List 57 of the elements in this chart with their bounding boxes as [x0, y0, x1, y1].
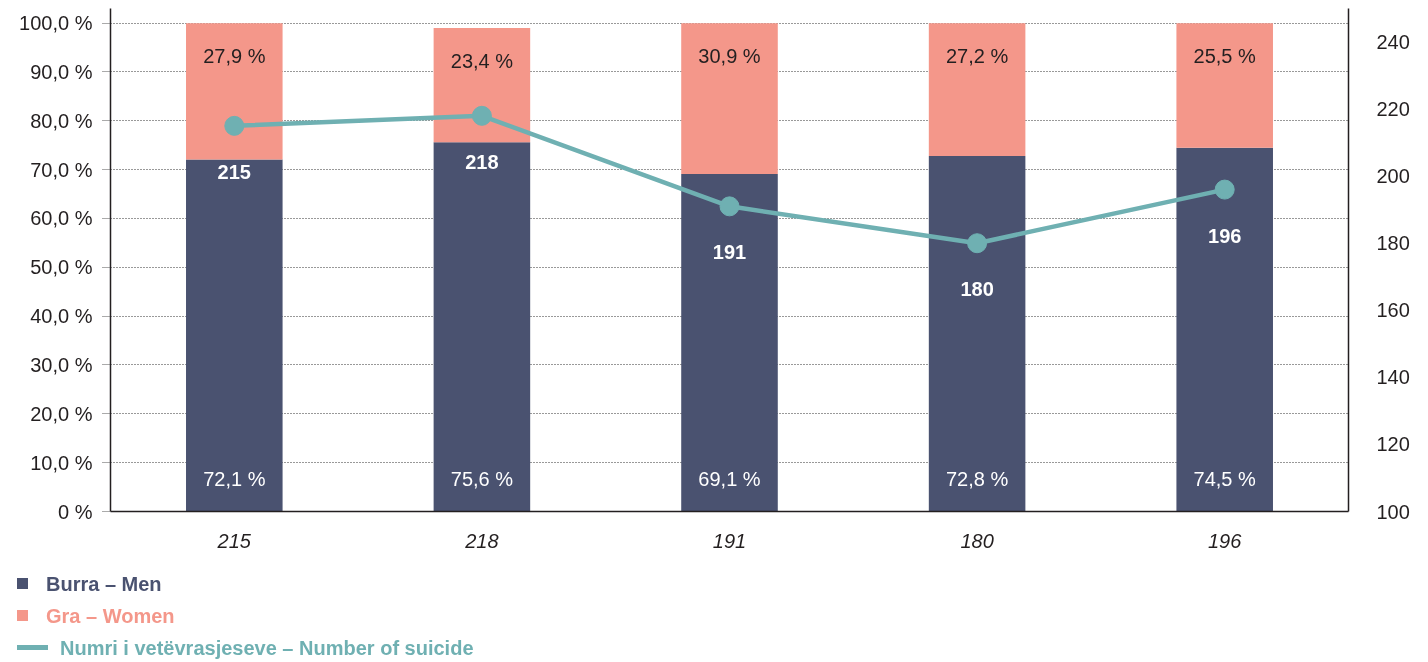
y2-tick-label: 100 [1376, 500, 1410, 523]
bar [433, 142, 531, 512]
bar [186, 159, 283, 512]
bar [681, 174, 778, 512]
bar [928, 155, 1026, 512]
x-tick-label: 180 [960, 529, 994, 552]
y2-tick-label: 220 [1376, 98, 1410, 121]
bar [433, 28, 531, 143]
data-label: 215 [217, 160, 251, 183]
y-tick-label: 30,0 % [30, 354, 93, 376]
y-tick-label: 80,0 % [30, 109, 93, 132]
bar [1176, 147, 1273, 512]
legend-label: Gra – Women [46, 604, 175, 627]
data-label: 69,1 % [698, 467, 761, 490]
data-label: 72,1 % [203, 467, 266, 490]
y-tick-label: 100,0 % [19, 12, 93, 35]
y-tick-label: 20,0 % [30, 402, 93, 425]
data-label: 25,5 % [1193, 44, 1257, 67]
point [471, 105, 492, 126]
y2-tick-label: 120 [1376, 433, 1410, 456]
y-tick-label: 50,0 % [30, 256, 93, 279]
point [1214, 179, 1235, 200]
y2-tick-label: 140 [1376, 366, 1410, 389]
data-label: 196 [1208, 224, 1242, 247]
bar [1176, 23, 1273, 148]
data-label: 191 [712, 241, 747, 264]
x-tick-label: 191 [712, 529, 747, 552]
data-label: 30,9 % [698, 44, 761, 67]
x-tick-label: 196 [1208, 529, 1243, 552]
data-label: 72,8 % [945, 467, 1009, 490]
bar [681, 23, 778, 175]
y2-tick-label: 160 [1376, 299, 1410, 322]
y-tick-label: 70,0 % [30, 158, 93, 181]
bar [186, 23, 283, 160]
legend-label: Numri i vetëvrasjeseve – Number of suicide [60, 636, 474, 659]
y-tick-label: 10,0 % [30, 451, 93, 474]
point [224, 115, 245, 136]
x-tick-label: 215 [216, 529, 252, 552]
data-label: 27,2 % [945, 44, 1009, 67]
data-label: 75,6 % [450, 467, 514, 490]
y-tick-label: 0 % [58, 500, 93, 523]
data-label: 180 [960, 278, 994, 301]
y2-tick-label: 240 [1376, 31, 1410, 54]
y-tick-label: 90,0 % [30, 60, 93, 83]
y-tick-label: 60,0 % [30, 207, 93, 230]
data-label: 218 [465, 150, 499, 173]
y2-tick-label: 200 [1376, 165, 1410, 188]
y-tick-label: 40,0 % [30, 305, 93, 328]
data-label: 74,5 % [1193, 467, 1257, 490]
data-label: 27,9 % [203, 44, 266, 67]
point [967, 233, 988, 254]
y2-tick-label: 180 [1376, 232, 1410, 255]
legend-label: Burra – Men [46, 572, 162, 595]
x-tick-label: 218 [464, 529, 499, 552]
point [719, 196, 740, 217]
bar [928, 23, 1026, 156]
data-label: 23,4 % [450, 49, 514, 72]
